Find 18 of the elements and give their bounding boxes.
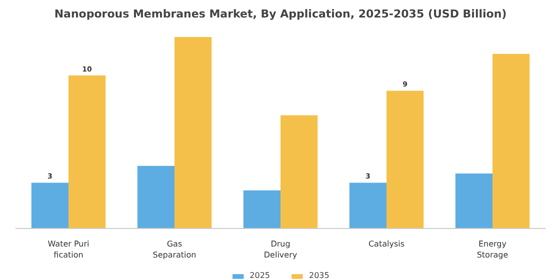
bar <box>492 54 530 229</box>
x-tick-label: Gas Separation <box>152 240 196 260</box>
bar <box>455 174 492 229</box>
bar <box>68 75 106 229</box>
bar <box>243 190 280 229</box>
bar <box>386 90 424 229</box>
bar <box>349 182 386 229</box>
bar <box>280 115 318 229</box>
legend-label: 2035 <box>309 271 330 280</box>
bar <box>137 166 174 229</box>
bar <box>31 182 68 229</box>
chart-title: Nanoporous Membranes Market, By Application, 2025-2035 (USD Billion) <box>54 8 507 20</box>
x-tick-label: Water Puri fication <box>48 240 90 260</box>
x-tick-label: Catalysis <box>368 240 405 249</box>
x-tick-label: Energy Storage <box>476 240 508 260</box>
x-tick-label: Drug Delivery <box>264 240 298 260</box>
bar <box>174 37 212 229</box>
legend-label: 2025 <box>250 271 270 280</box>
